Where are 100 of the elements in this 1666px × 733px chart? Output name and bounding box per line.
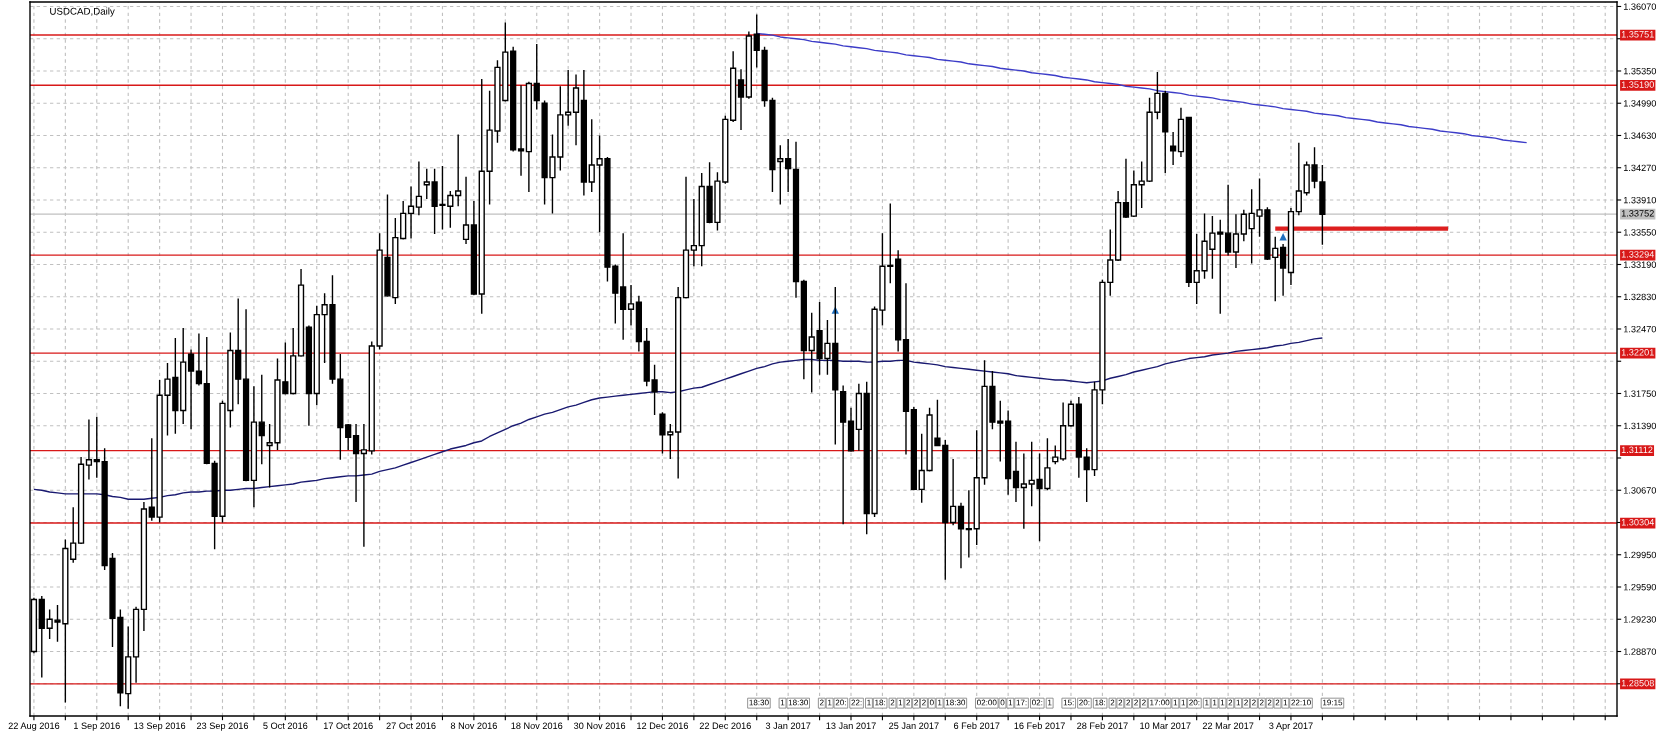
annotation: 15: <box>1063 699 1074 706</box>
candlestick <box>1279 243 1287 297</box>
y-tick-label: 1.28870 <box>1623 648 1657 655</box>
ref-line-label: 1.30304 <box>1621 519 1655 526</box>
x-tick-label: 13 Sep 2016 <box>134 722 186 731</box>
annotation: 2 <box>1252 699 1256 706</box>
annotation: 2 <box>1267 699 1272 706</box>
candlestick <box>345 423 352 451</box>
annotation: 02: <box>1032 699 1043 706</box>
annotation: 2 <box>1134 699 1138 706</box>
candlestick <box>70 506 77 564</box>
y-tick-label: 1.33910 <box>1623 196 1657 204</box>
annotation: 18:30 <box>749 699 769 706</box>
y-tick-label: 1.30670 <box>1623 487 1657 494</box>
candlestick <box>682 175 690 300</box>
candlestick <box>352 423 360 503</box>
candlestick <box>1130 169 1137 218</box>
ref-line-label: 1.31112 <box>1621 446 1653 454</box>
annotation: 18: <box>875 699 886 706</box>
candlestick <box>690 198 697 267</box>
candlestick <box>93 416 100 479</box>
ref-line-label: 1.28508 <box>1621 679 1654 687</box>
y-tick-label: 1.31390 <box>1623 422 1657 430</box>
y-tick-label: 1.33190 <box>1623 261 1657 268</box>
annotation: 1 <box>780 699 785 706</box>
x-tick-label: 23 Sep 2016 <box>196 722 249 731</box>
x-tick-label: 13 Jan 2017 <box>826 722 876 729</box>
annotation: 2 <box>1244 699 1248 706</box>
annotation: 17: <box>1016 699 1027 706</box>
candlestick <box>305 324 313 427</box>
annotation: 2 <box>1118 699 1123 706</box>
ref-line-label: 1.35190 <box>1621 81 1654 88</box>
annotation: 17:00 <box>1150 699 1170 706</box>
x-tick-label: 12 Dec 2016 <box>637 722 689 729</box>
annotation: 19:15 <box>1323 699 1343 706</box>
candlestick <box>290 327 297 396</box>
candlestick <box>297 268 305 358</box>
annotation: 1 <box>1283 699 1288 706</box>
candlestick <box>400 200 407 241</box>
x-tick-label: 17 Oct 2016 <box>323 722 373 729</box>
candlestick <box>1185 115 1192 288</box>
candlestick <box>855 382 862 452</box>
annotation: 1 <box>898 699 903 706</box>
annotation: 1 <box>1220 699 1225 706</box>
y-tick-label: 1.32830 <box>1623 293 1657 301</box>
y-tick-label: 1.34270 <box>1623 164 1657 172</box>
candlestick <box>470 200 478 296</box>
candlestick <box>180 327 187 425</box>
x-tick-label: 8 Nov 2016 <box>450 722 497 729</box>
candlestick <box>533 43 540 111</box>
candlestick <box>462 175 470 245</box>
candlestick <box>1020 452 1027 530</box>
x-tick-label: 5 Oct 2016 <box>263 722 308 729</box>
candlestick <box>242 308 250 482</box>
annotation: 1 <box>867 699 871 706</box>
candlestick <box>132 606 140 684</box>
y-tick-label: 1.29590 <box>1623 583 1657 591</box>
annotation: 1 <box>1213 699 1217 706</box>
candlestick <box>148 437 155 522</box>
candlestick <box>635 295 643 353</box>
candlestick <box>627 284 635 327</box>
candlestick <box>902 282 910 456</box>
x-tick-label: 27 Oct 2016 <box>386 722 436 729</box>
annotation: 2 <box>906 699 911 706</box>
annotation: 22:10 <box>1291 699 1311 706</box>
candlestick <box>1122 158 1130 219</box>
candlestick <box>38 595 45 679</box>
candlestick <box>580 69 588 197</box>
candlestick <box>1177 107 1185 158</box>
candlestick <box>737 68 745 131</box>
x-tick-label: 22 Dec 2016 <box>699 722 751 729</box>
annotation: 18:30 <box>788 699 808 706</box>
candlestick <box>1059 401 1067 462</box>
candlestick <box>1295 141 1302 216</box>
x-tick-label: 28 Feb 2017 <box>1077 722 1128 729</box>
annotation: 2 <box>1110 699 1115 706</box>
ref-line-label: 1.33294 <box>1621 251 1655 258</box>
annotation: 22: <box>851 699 862 706</box>
x-tick-label: 22 Mar 2017 <box>1202 722 1254 729</box>
candlestick <box>840 384 847 525</box>
y-tick-label: 1.29230 <box>1623 616 1657 623</box>
annotation: 02:00 <box>977 699 997 706</box>
ref-line-label: 1.32201 <box>1621 349 1654 356</box>
annotation: 1 <box>1181 699 1186 706</box>
annotation: 18: <box>1095 699 1106 706</box>
y-tick-label: 1.34630 <box>1623 132 1657 139</box>
candlestick <box>675 286 682 480</box>
candlestick <box>1232 213 1240 269</box>
annotation: 1 <box>1205 699 1209 706</box>
line-series <box>756 32 1528 144</box>
candlestick <box>258 373 265 465</box>
candlestick <box>1004 409 1012 496</box>
candlestick <box>895 249 902 353</box>
candlestick <box>85 418 93 481</box>
candlestick <box>957 502 965 569</box>
line-series <box>33 337 1324 500</box>
candlestick <box>1067 399 1075 428</box>
candlestick <box>910 406 917 491</box>
candlestick <box>360 423 368 548</box>
annotation: 2 <box>1142 699 1146 706</box>
